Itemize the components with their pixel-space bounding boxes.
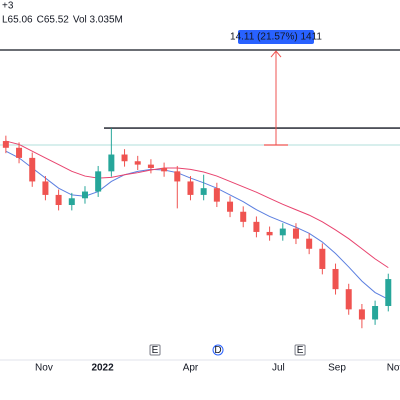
candle-body bbox=[372, 306, 379, 320]
candle-body bbox=[147, 164, 154, 168]
candle-body bbox=[253, 221, 260, 232]
candle-body bbox=[200, 188, 207, 195]
legend-text: Vol 3.035M bbox=[73, 15, 123, 26]
candle-body bbox=[279, 228, 286, 236]
x-tick-label: Sep bbox=[328, 363, 346, 374]
candle-body bbox=[134, 161, 141, 165]
x-tick-label: 2022 bbox=[91, 363, 114, 374]
header: +3 bbox=[2, 1, 14, 12]
candle-body bbox=[55, 194, 62, 206]
event-marker bbox=[294, 344, 306, 356]
candle-body bbox=[345, 289, 352, 310]
candle-body bbox=[108, 154, 115, 172]
candle-body bbox=[174, 171, 181, 182]
candle-body bbox=[213, 188, 220, 202]
candle-body bbox=[266, 231, 273, 236]
moving-average bbox=[5, 150, 389, 300]
candle-body bbox=[161, 167, 168, 172]
x-tick-label: Nov bbox=[387, 363, 400, 374]
x-tick-label: Jul bbox=[272, 363, 285, 374]
x-tick-label: Nov bbox=[35, 363, 53, 374]
candle-body bbox=[187, 181, 194, 195]
event-label: D bbox=[214, 345, 221, 356]
candle-body bbox=[358, 309, 365, 320]
event-marker bbox=[212, 344, 224, 356]
candle-body bbox=[95, 171, 102, 192]
event-marker bbox=[149, 344, 161, 356]
candle-body bbox=[68, 198, 75, 206]
candle-body bbox=[2, 141, 9, 148]
legend-text: C65.52 bbox=[37, 15, 70, 26]
candle-body bbox=[319, 248, 326, 269]
candle-body bbox=[16, 147, 23, 158]
candle-body bbox=[385, 279, 392, 307]
candle-body bbox=[81, 191, 88, 199]
measure-label: 14.11 (21.57%) 1411 bbox=[230, 32, 322, 43]
candle-body bbox=[292, 228, 299, 239]
moving-average bbox=[5, 140, 389, 269]
x-tick-label: Apr bbox=[183, 363, 199, 374]
legend-text: L65.06 bbox=[2, 15, 33, 26]
candle-body bbox=[42, 181, 49, 195]
measure-arrow-head bbox=[270, 50, 282, 58]
candle-body bbox=[332, 268, 339, 290]
measure-label-box bbox=[238, 30, 314, 45]
event-label: E bbox=[152, 345, 159, 356]
candle-body bbox=[227, 201, 234, 212]
candle-body bbox=[306, 238, 313, 249]
candle-body bbox=[29, 157, 36, 182]
candle-body bbox=[240, 211, 247, 222]
event-label: E bbox=[297, 345, 304, 356]
candle-body bbox=[121, 154, 128, 162]
